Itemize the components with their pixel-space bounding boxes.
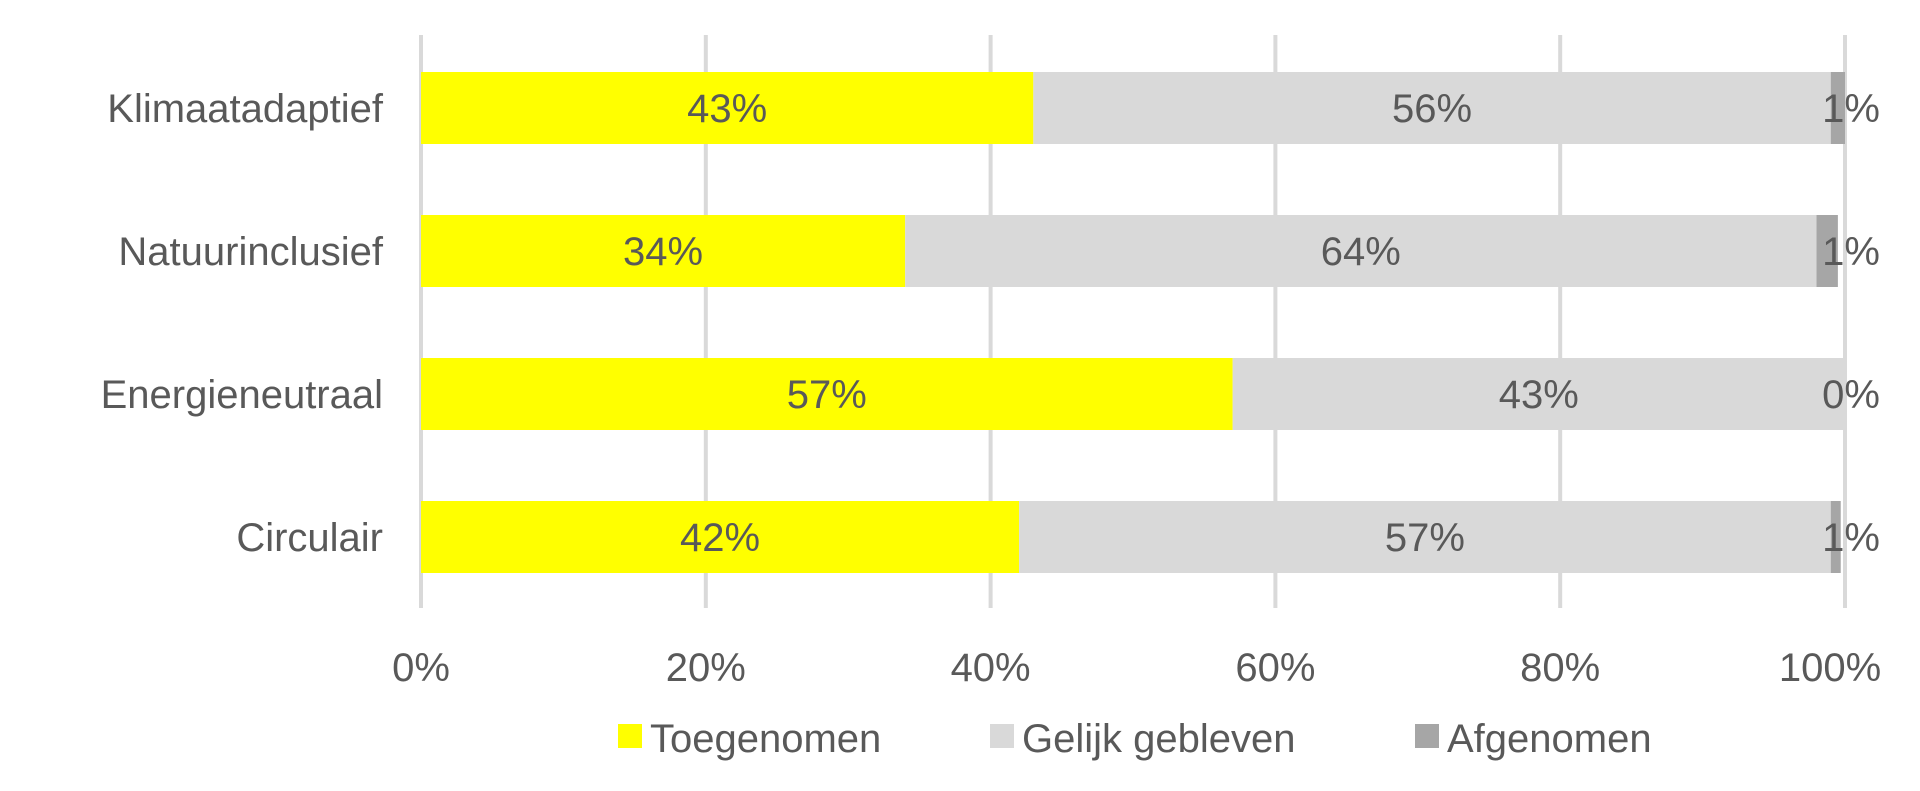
bar-segment-toegenomen [421, 501, 1020, 573]
legend-label: Toegenomen [650, 717, 881, 761]
bar-segment-gelijk-gebleven [1019, 501, 1831, 573]
legend-swatch [1415, 724, 1439, 748]
x-tick-label: 40% [951, 646, 1031, 690]
x-tick-label: 20% [666, 646, 746, 690]
bar-segment-toegenomen [421, 72, 1034, 144]
x-tick-label: 60% [1235, 646, 1315, 690]
x-tick-label: 0% [392, 646, 450, 690]
bar-value-label: 43% [1499, 373, 1579, 417]
bar-segment-toegenomen [421, 358, 1233, 430]
bar-segment-afgenomen [1816, 215, 1838, 287]
bar-value-labels: 43% 56% 1% 34% 64% 1% 57% 43% 0% 42% 57% 1% [623, 87, 1880, 560]
category-label: Natuurinclusief [118, 230, 383, 274]
bar-value-label: 57% [1385, 516, 1465, 560]
legend-label: Gelijk gebleven [1022, 717, 1296, 761]
bar-value-label: 1% [1822, 516, 1880, 560]
category-label: Klimaatadaptief [107, 87, 384, 131]
bar-value-label: 64% [1321, 230, 1401, 274]
bar-value-label: 57% [787, 373, 867, 417]
x-tick-label: 100% [1779, 646, 1881, 690]
bar-segment-afgenomen [1830, 72, 1845, 144]
x-axis-tick-labels: 0% 20% 40% 60% 80% 100% [392, 646, 1881, 690]
bar-value-label: 42% [680, 516, 760, 560]
bar-value-label: 0% [1822, 373, 1880, 417]
category-label: Energieneutraal [101, 373, 383, 417]
legend: Toegenomen Gelijk gebleven Afgenomen [618, 717, 1652, 761]
bar-segment-toegenomen [421, 215, 906, 287]
bar-value-label: 1% [1822, 87, 1880, 131]
legend-swatch [618, 724, 642, 748]
bar-value-label: 43% [687, 87, 767, 131]
legend-label: Afgenomen [1447, 717, 1652, 761]
bar-value-label: 34% [623, 230, 703, 274]
category-labels: Klimaatadaptief Natuurinclusief Energieneu… [101, 87, 384, 560]
bar-segment-afgenomen [1830, 501, 1841, 573]
bar-segment-gelijk-gebleven [1232, 358, 1845, 430]
x-tick-label: 80% [1520, 646, 1600, 690]
bar-value-label: 1% [1822, 230, 1880, 274]
bar-value-label: 56% [1392, 87, 1472, 131]
category-label: Circulair [236, 516, 383, 560]
legend-swatch [990, 724, 1014, 748]
bars [421, 72, 1845, 573]
bar-segment-gelijk-gebleven [905, 215, 1817, 287]
bar-segment-gelijk-gebleven [1033, 72, 1831, 144]
